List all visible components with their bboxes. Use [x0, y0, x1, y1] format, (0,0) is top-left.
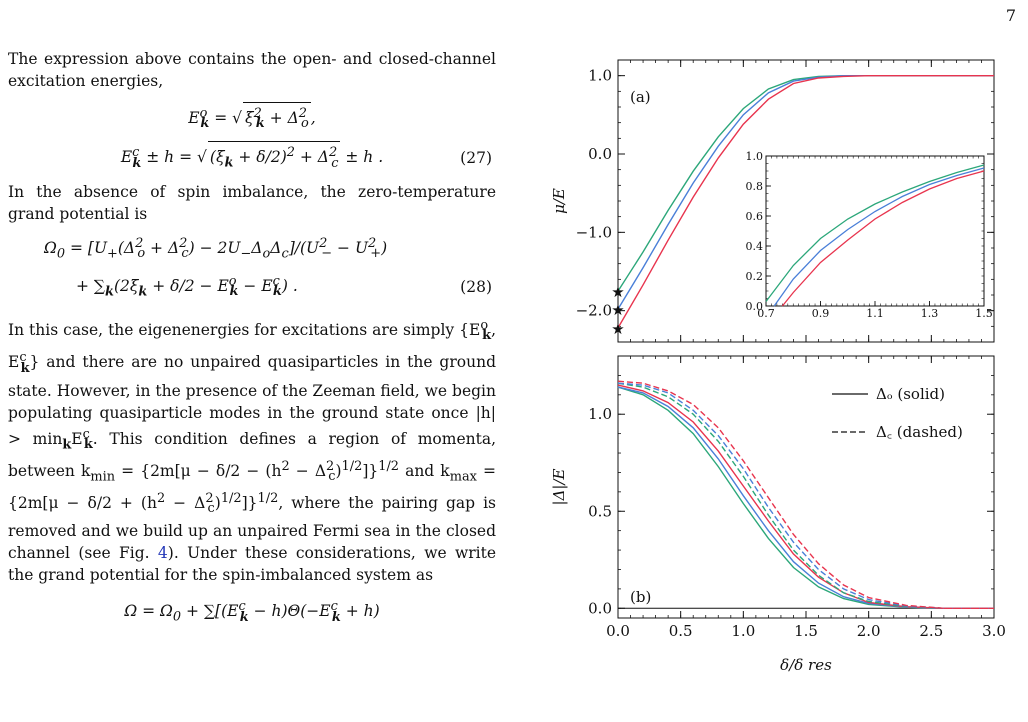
equation-28-line1: Ω0 = [U+(Δ2o + Δ2c) − 2U−ΔoΔc]/(U2− − U2…	[44, 235, 388, 261]
inset-series-green	[765, 164, 985, 302]
panel-b-xtick-label: 2.5	[919, 622, 943, 640]
panel-a-series-red	[617, 75, 994, 329]
panel-b-xtick-label: 3.0	[982, 622, 1006, 640]
equation-27-number: (27)	[460, 148, 492, 167]
inset-xtick-label: 1.3	[921, 307, 939, 320]
paragraph-1: The expression above contains the open- …	[8, 50, 496, 90]
inset-ytick-label: 0.4	[746, 240, 764, 253]
equation-last: Ω = Ω0 + ∑[(Eck − h)Θ(−Eck + h)	[124, 599, 380, 625]
panel-b-xtick-label: 0.0	[606, 622, 630, 640]
panel-b-series-green-dashed	[617, 382, 994, 609]
panel-b-xlabel: δ/δ res	[780, 656, 832, 674]
panel-a-ytick-label: 0.0	[588, 145, 612, 163]
inset-xtick-label: 1.1	[866, 307, 884, 320]
panel-b-series-blue-solid	[617, 386, 994, 609]
equation-27-line1: Eok = √ ξ2k + Δ2o,	[8, 102, 496, 135]
panel-b-series-blue-dashed	[617, 382, 994, 609]
panel-b-xtick-label: 1.0	[731, 622, 755, 640]
panel-a-star-marker: ★	[611, 320, 624, 338]
inset-xtick-label: 0.9	[812, 307, 830, 320]
paragraph-2: In the absence of spin imbalance, the ze…	[8, 182, 496, 223]
panel-a-ytick-label: 1.0	[588, 67, 612, 85]
figure-svg: 1.00.0−1.0−2.0★★★(a)μ/E0.7 0.9 1.1 1.3 1.50.…	[550, 59, 1006, 674]
inset-series-red	[781, 170, 985, 307]
panel-b-ytick-label: 0.5	[588, 502, 612, 520]
inset-ytick-label: 0.6	[746, 210, 764, 223]
panel-b-ylabel: |Δ|/E	[550, 468, 568, 505]
inset-ytick-label: 0.8	[746, 180, 764, 193]
inset-ytick-label: 1.0	[746, 150, 764, 163]
panel-b-ytick-label: 0.0	[588, 599, 612, 617]
panel-a-ytick-label: −1.0	[576, 223, 612, 241]
inset-xtick-label: 1.5	[975, 307, 993, 320]
panel-b-series-red-solid	[617, 384, 994, 609]
panel-b-xtick-label: 0.5	[669, 622, 693, 640]
equation-28-line2: + ∑k(2ξk + δ/2 − Eok − Eck) . (28)	[76, 273, 492, 299]
panel-b-ytick-label: 1.0	[588, 405, 612, 423]
page-number: 7	[1005, 6, 1016, 25]
inset-frame	[765, 155, 985, 307]
legend-label-dashed: Δ꜀ (dashed)	[876, 423, 963, 441]
panel-a-ytick-label: −2.0	[576, 302, 612, 320]
panel-b-series-green-solid	[617, 386, 994, 609]
equation-27-line2: Eck ± h = √ (ξk + δ/2)2 + Δ2c ± h . (27)	[8, 141, 496, 174]
inset-ytick-label: 0.2	[746, 270, 764, 283]
inset-ytick-label: 0.0	[746, 300, 764, 313]
panel-a-star-marker: ★	[611, 283, 624, 301]
panel-a-star-marker: ★	[611, 301, 624, 319]
figure-4-link[interactable]: 4	[157, 544, 168, 563]
panel-b-label: (b)	[630, 588, 651, 606]
paragraph-3: In this case, the eigenenergies for exci…	[8, 318, 496, 585]
panel-b-xtick-label: 1.5	[794, 622, 818, 640]
panel-b-series-red-dashed	[617, 380, 994, 609]
legend-label-solid: Δₒ (solid)	[876, 385, 945, 403]
equation-28-number: (28)	[460, 277, 492, 296]
panel-b-xtick-label: 2.0	[857, 622, 881, 640]
panel-a-ylabel: μ/E	[550, 188, 568, 214]
inset-series-blue	[773, 167, 985, 307]
figure: 1.0 0.0 −1.0 −2.0 ★ ★ ★ (a) μ/E 0.7 0.9 1.1 1.3 1.5 0.…	[548, 56, 1018, 716]
left-text-column: The expression above contains the open- …	[8, 48, 496, 635]
inset-xtick-label: 0.7	[757, 307, 775, 320]
panel-a-label: (a)	[630, 88, 651, 106]
